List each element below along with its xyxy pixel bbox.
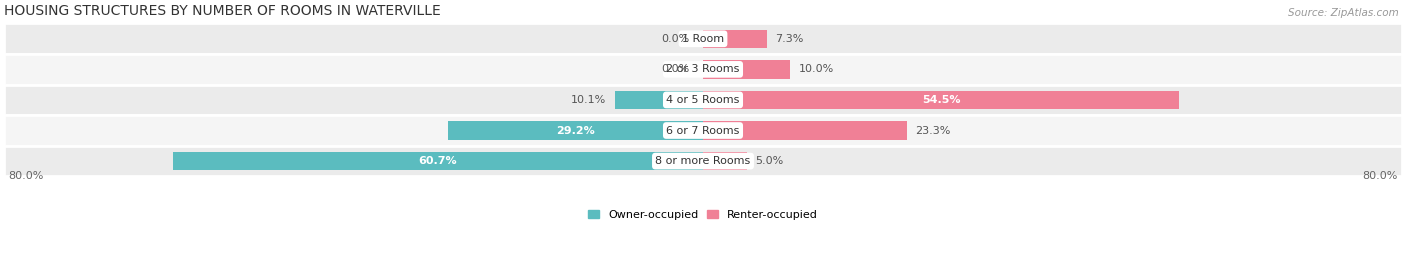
Bar <box>703 152 747 170</box>
Text: Source: ZipAtlas.com: Source: ZipAtlas.com <box>1288 8 1399 18</box>
Text: 60.7%: 60.7% <box>419 156 457 166</box>
Text: 8 or more Rooms: 8 or more Rooms <box>655 156 751 166</box>
Text: 4 or 5 Rooms: 4 or 5 Rooms <box>666 95 740 105</box>
Text: 6 or 7 Rooms: 6 or 7 Rooms <box>666 126 740 136</box>
Text: HOUSING STRUCTURES BY NUMBER OF ROOMS IN WATERVILLE: HOUSING STRUCTURES BY NUMBER OF ROOMS IN… <box>4 4 441 18</box>
Bar <box>173 152 703 170</box>
Text: 0.0%: 0.0% <box>662 34 690 44</box>
Text: 23.3%: 23.3% <box>915 126 950 136</box>
Bar <box>703 60 790 79</box>
Bar <box>703 91 1180 109</box>
Text: 0.0%: 0.0% <box>662 64 690 74</box>
Bar <box>4 54 1402 85</box>
Text: 7.3%: 7.3% <box>776 34 804 44</box>
Bar <box>449 121 703 140</box>
Bar <box>614 91 703 109</box>
Text: 80.0%: 80.0% <box>1362 171 1398 181</box>
Text: 29.2%: 29.2% <box>557 126 595 136</box>
Text: 2 or 3 Rooms: 2 or 3 Rooms <box>666 64 740 74</box>
Text: 10.0%: 10.0% <box>799 64 834 74</box>
Text: 5.0%: 5.0% <box>755 156 783 166</box>
Bar <box>703 30 766 48</box>
Bar <box>703 121 907 140</box>
Bar <box>4 146 1402 176</box>
Bar <box>4 23 1402 54</box>
Text: 10.1%: 10.1% <box>571 95 606 105</box>
Legend: Owner-occupied, Renter-occupied: Owner-occupied, Renter-occupied <box>583 205 823 224</box>
Bar <box>4 115 1402 146</box>
Bar <box>4 85 1402 115</box>
Text: 80.0%: 80.0% <box>8 171 44 181</box>
Text: 54.5%: 54.5% <box>922 95 960 105</box>
Text: 1 Room: 1 Room <box>682 34 724 44</box>
